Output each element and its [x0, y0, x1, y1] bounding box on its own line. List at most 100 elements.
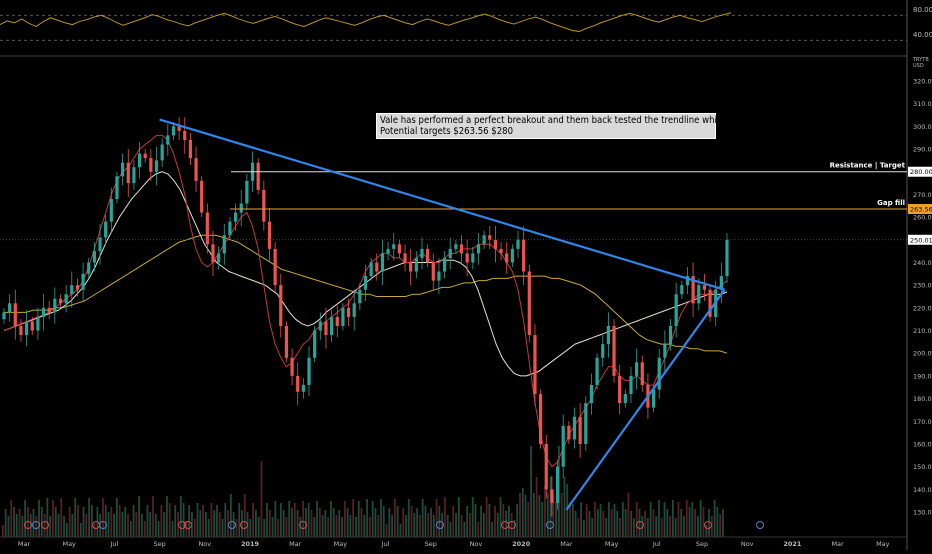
- candle-body: [154, 160, 159, 172]
- volume-bar: [694, 509, 697, 537]
- volume-bar: [338, 510, 341, 537]
- price-tick-label-5: 260.00: [913, 214, 932, 222]
- time-tick-label-8: Jul: [381, 540, 390, 548]
- volume-bar: [532, 493, 535, 537]
- event-marker: [240, 521, 248, 529]
- volume-bar: [121, 512, 124, 537]
- volume-bar: [241, 510, 243, 537]
- volume-bar: [202, 505, 204, 537]
- volume-bar: [204, 512, 207, 537]
- time-tick-label-0: Mar: [18, 540, 31, 548]
- candle-body: [465, 253, 469, 263]
- volume-bar: [494, 506, 496, 537]
- time-tick-label-6: Mar: [289, 540, 302, 548]
- candle-body: [657, 357, 661, 390]
- volume-bar: [399, 524, 402, 537]
- volume-bar: [666, 509, 669, 537]
- volume-bar: [488, 504, 491, 537]
- event-marker: [299, 521, 307, 529]
- volume-bar: [324, 510, 327, 537]
- candle-body: [87, 262, 91, 274]
- candle-body: [685, 276, 690, 286]
- candle-body: [708, 289, 712, 317]
- volume-bar: [457, 497, 460, 537]
- candle-body: [273, 248, 277, 286]
- volume-bar: [188, 505, 191, 537]
- volume-bar: [291, 508, 293, 537]
- volume-bar: [185, 521, 188, 537]
- candle-body: [409, 262, 413, 272]
- volume-bar: [580, 502, 583, 537]
- volume-bar: [318, 508, 321, 537]
- time-tick-label-3: Sep: [153, 540, 165, 548]
- time-tick-label-10: Nov: [470, 540, 483, 548]
- candle-body: [346, 307, 351, 317]
- time-tick-label-17: 2021: [783, 540, 802, 548]
- candle-body: [149, 158, 153, 172]
- candle-body: [301, 384, 305, 392]
- volume-bar: [688, 507, 691, 537]
- scale-label-0: TRYTB: [912, 57, 929, 63]
- candle-body: [41, 307, 46, 317]
- volume-bar: [115, 498, 118, 537]
- candle-body: [476, 244, 481, 254]
- volume-bar: [544, 486, 546, 537]
- volume-bar: [541, 502, 544, 537]
- volume-bar: [343, 501, 346, 537]
- candle-body: [623, 394, 627, 404]
- volume-bar: [535, 477, 538, 537]
- time-tick-label-9: Sep: [425, 540, 437, 548]
- candle-body: [459, 244, 464, 254]
- candle-body: [335, 316, 339, 326]
- candle-body: [58, 298, 63, 304]
- volume-bar: [577, 518, 580, 537]
- candle-body: [262, 189, 266, 222]
- volume-bar: [560, 493, 563, 537]
- price-tick-label-17: 130.00: [913, 509, 932, 517]
- volume-bar: [669, 516, 671, 537]
- volume-bar: [444, 497, 446, 537]
- annotation-box: Vale has performed a perfect breakout an…: [376, 113, 751, 139]
- volume-bar: [118, 505, 121, 537]
- volume-bar: [482, 513, 485, 537]
- volume-bar: [527, 502, 530, 537]
- volume-bar: [65, 523, 68, 537]
- candle-body: [98, 237, 102, 252]
- volume-bar: [513, 520, 516, 537]
- event-marker: [32, 521, 40, 529]
- volume-bar: [538, 495, 541, 537]
- candle-body: [290, 357, 294, 376]
- candle-body: [222, 235, 226, 254]
- scale-label-1: USD: [913, 63, 924, 69]
- candle-body: [177, 126, 181, 131]
- event-marker: [99, 521, 107, 529]
- candle-body: [36, 316, 40, 331]
- candle-body: [369, 262, 373, 277]
- candle-body: [635, 362, 639, 376]
- volume-bar: [218, 512, 221, 537]
- volume-bar: [15, 514, 18, 537]
- volume-bar: [613, 504, 616, 537]
- event-marker: [508, 521, 516, 529]
- volume-bar: [213, 510, 216, 537]
- price-label-0: 280.00: [910, 168, 932, 176]
- volume-bar: [627, 493, 630, 537]
- volume-bar: [132, 505, 135, 537]
- volume-bar: [485, 497, 488, 537]
- volume-bar: [199, 510, 202, 537]
- volume-bar: [697, 516, 699, 537]
- price-label-2: 250.01: [910, 236, 932, 244]
- candle-body: [47, 307, 51, 313]
- volume-bar: [146, 505, 149, 537]
- volume-bar: [407, 499, 410, 537]
- candle-body: [499, 248, 503, 254]
- price-label-1: 263.56: [910, 206, 932, 214]
- volume-bar: [104, 505, 107, 537]
- candle-body: [702, 285, 707, 290]
- volume-bar: [52, 500, 54, 537]
- candle-body: [488, 235, 492, 240]
- volume-bar: [74, 498, 77, 537]
- volume-bar: [708, 509, 710, 537]
- volume-bar: [235, 519, 238, 537]
